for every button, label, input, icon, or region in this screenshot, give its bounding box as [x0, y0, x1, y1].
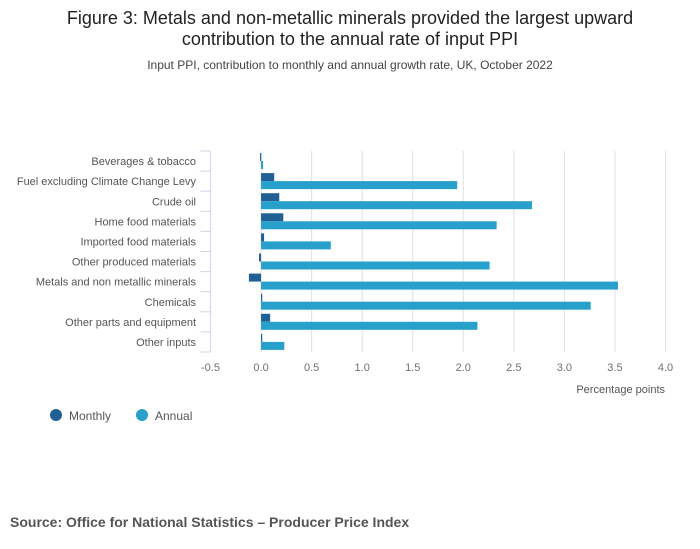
- source-note: Source: Office for National Statistics –…: [10, 514, 410, 530]
- x-tick-label: 1.5: [405, 362, 420, 374]
- y-category-label: Imported food materials: [80, 236, 196, 248]
- bar-annual: [261, 241, 331, 250]
- bar-monthly: [248, 273, 262, 282]
- x-tick-label: 3.5: [607, 362, 622, 374]
- y-category-label: Other produced materials: [72, 257, 197, 269]
- bar-annual: [261, 221, 497, 230]
- bar-monthly: [260, 153, 262, 161]
- y-category-label: Fuel excluding Climate Change Levy: [17, 176, 197, 188]
- bar-annual: [261, 321, 478, 330]
- y-category-label: Other inputs: [136, 337, 196, 349]
- x-tick-label: 0.0: [253, 362, 268, 374]
- bar-annual: [261, 261, 490, 270]
- chart-subtitle: Input PPI, contribution to monthly and a…: [147, 58, 553, 72]
- legend-marker-annual: [136, 409, 148, 421]
- bar-annual: [261, 281, 618, 290]
- y-category-label: Home food materials: [95, 216, 197, 228]
- bar-monthly: [261, 293, 263, 302]
- chart-title-line-1: Figure 3: Metals and non-metallic minera…: [66, 8, 634, 28]
- bar-annual: [261, 161, 264, 169]
- bar-annual: [261, 201, 533, 210]
- y-category-label: Chemicals: [145, 297, 197, 309]
- bar-monthly: [261, 313, 271, 322]
- chart-title-line-2: contribution to the annual rate of input…: [181, 29, 519, 49]
- y-category-label: Beverages & tobacco: [91, 156, 196, 168]
- y-category-label: Other parts and equipment: [65, 317, 196, 329]
- bar-monthly: [261, 173, 275, 182]
- y-category-label: Crude oil: [152, 196, 196, 208]
- legend-label-monthly: Monthly: [69, 409, 111, 423]
- x-tick-label: 2.5: [506, 362, 521, 374]
- x-tick-label: 3.0: [557, 362, 572, 374]
- x-axis-title: Percentage points: [576, 384, 665, 396]
- bar-monthly: [261, 233, 265, 242]
- x-tick-label: 1.0: [355, 362, 370, 374]
- legend-label-annual: Annual: [155, 409, 192, 423]
- y-category-label: Metals and non metallic minerals: [36, 277, 197, 289]
- bar-monthly: [259, 253, 262, 262]
- bar-annual: [261, 181, 458, 190]
- legend-marker-monthly: [50, 409, 62, 421]
- bar-chart: -0.5 0.0 0.5 1.0 1.5 2.0 2.5 3.0 3.5 4.0 Beverages…: [17, 150, 673, 423]
- bar-monthly: [261, 193, 280, 202]
- bar-annual: [261, 341, 285, 350]
- bar-monthly: [261, 213, 284, 222]
- x-tick-label: 0.5: [304, 362, 319, 374]
- bar-monthly: [261, 333, 263, 342]
- x-tick-label: 4.0: [658, 362, 673, 374]
- x-tick-label: 2.0: [456, 362, 471, 374]
- x-tick-label: -0.5: [201, 362, 220, 374]
- bar-annual: [261, 301, 591, 310]
